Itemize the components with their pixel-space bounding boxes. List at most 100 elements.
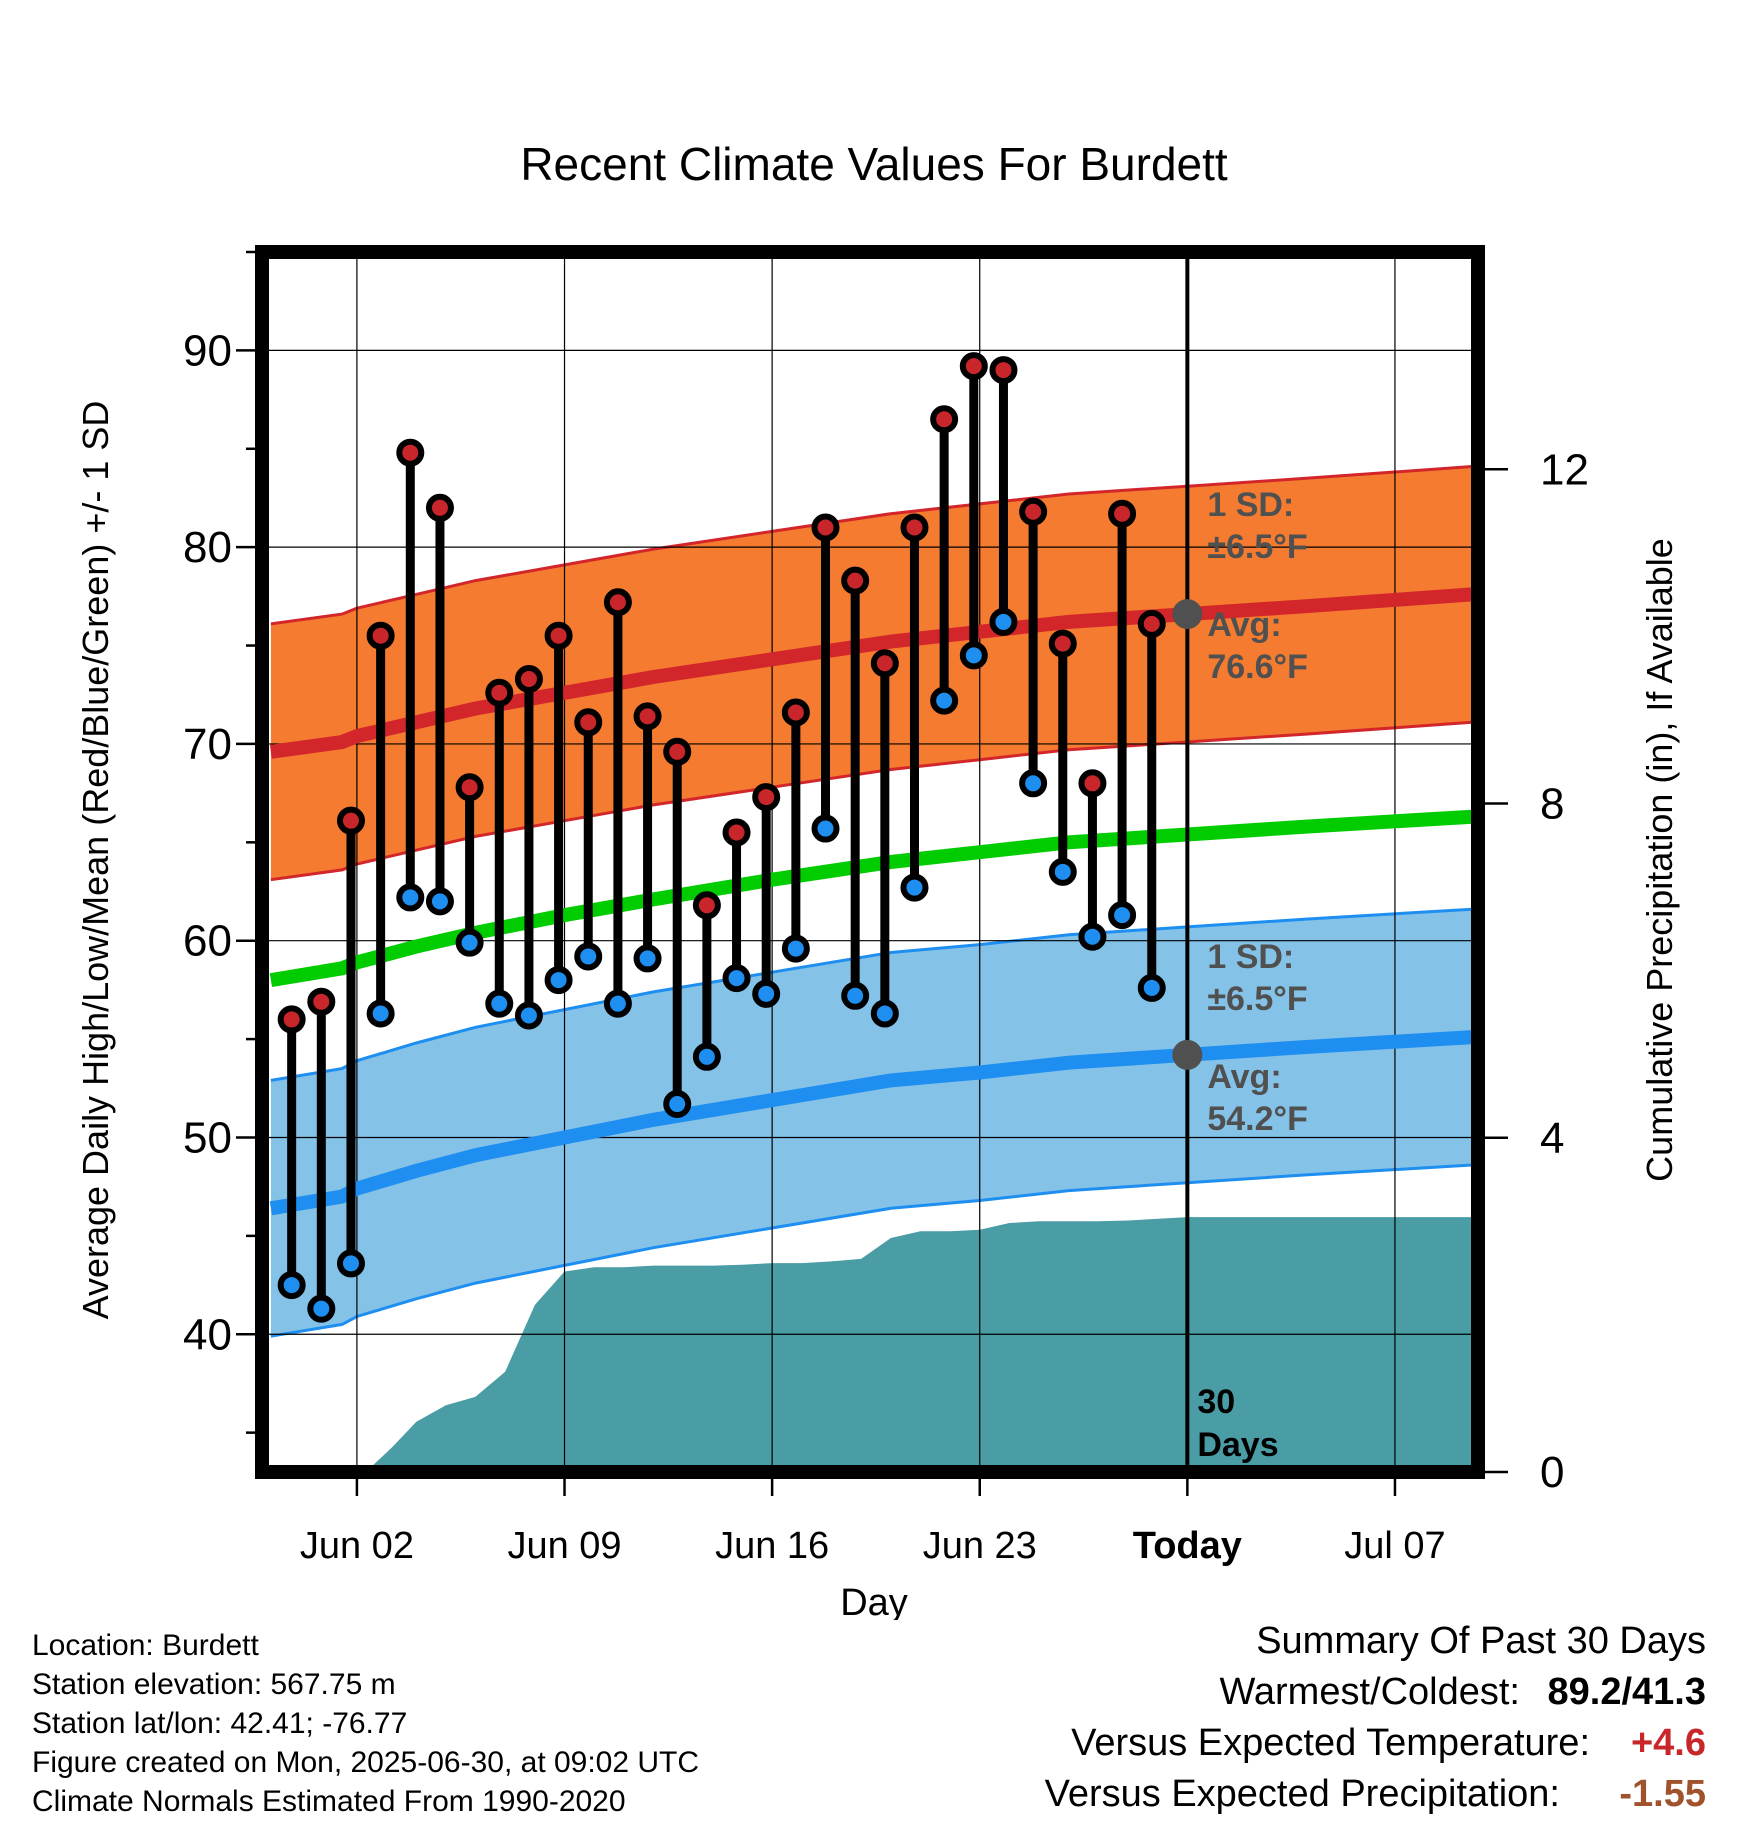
observed-low-point [366, 999, 395, 1028]
y2-tick-label: 12 [1540, 445, 1589, 494]
y-tick-label: 70 [183, 720, 232, 769]
observed-high-point [277, 1005, 306, 1034]
y-tick-label: 60 [183, 917, 232, 966]
observed-high-point [574, 708, 603, 737]
observed-high-point [900, 513, 929, 542]
normals-text: Climate Normals Estimated From 1990-2020 [32, 1785, 626, 1818]
summary-precipitation: Versus Expected Precipitation: -1.55 [1045, 1769, 1706, 1820]
warm-cold-value: 89.2/41.3 [1547, 1671, 1706, 1713]
today-days-label: 30 [1197, 1383, 1235, 1421]
climate-chart: Recent Climate Values For Burdett 1 SD: ±… [75, 138, 1680, 1620]
created-text: Figure created on Mon, 2025-06-30, at 09… [32, 1746, 700, 1779]
x-tick-label: Jun 02 [300, 1525, 414, 1567]
observed-low-point [1108, 901, 1137, 930]
observed-low-point [1137, 973, 1166, 1002]
summary-panel: Summary Of Past 30 Days Warmest/Coldest:… [1045, 1616, 1706, 1820]
station-info: Location: Burdett Station elevation: 567… [32, 1626, 699, 1821]
observed-low-point [425, 887, 454, 916]
normal-high-line [269, 587, 1473, 759]
observed-low-point [781, 934, 810, 963]
observed-high-point [959, 352, 988, 381]
high-sd-value: ±6.5°F [1207, 528, 1307, 566]
observed-low-point [603, 989, 632, 1018]
observed-low-point [633, 944, 662, 973]
today-high-avg-marker [1172, 599, 1203, 630]
observed-low-point [396, 883, 425, 912]
observed-high-point [841, 566, 870, 595]
observed-high-point [544, 621, 573, 650]
y2-tick-label: 4 [1540, 1114, 1564, 1163]
temp-label: Versus Expected Temperature: [1071, 1722, 1590, 1764]
observed-high-point [1137, 609, 1166, 638]
summary-temperature: Versus Expected Temperature: +4.6 [1045, 1718, 1706, 1769]
observed-low-point [544, 966, 573, 995]
low-band [270, 909, 1473, 1337]
y-tick-label: 50 [183, 1113, 232, 1162]
x-tick-label: Jul 07 [1344, 1525, 1445, 1567]
observed-low-point [811, 814, 840, 843]
observed-high-point [336, 806, 365, 835]
y-tick-label: 80 [183, 523, 232, 572]
warm-cold-label: Warmest/Coldest: [1219, 1671, 1520, 1713]
observed-low-point [307, 1294, 336, 1323]
observed-high-point [455, 773, 484, 802]
high-avg-label: Avg: [1207, 606, 1281, 644]
today-low-avg-marker [1172, 1039, 1203, 1070]
observed-low-point [574, 942, 603, 971]
observed-low-point [692, 1042, 721, 1071]
observed-high-point [752, 783, 781, 812]
observed-low-point [900, 873, 929, 902]
observed-low-point [959, 641, 988, 670]
high-sd-label: 1 SD: [1207, 486, 1294, 524]
y-axis-label: Average Daily High/Low/Mean (Red/Blue/Gr… [75, 401, 116, 1320]
observed-low-point [485, 989, 514, 1018]
x-axis-label: Day [840, 1582, 908, 1620]
observed-low-point [841, 981, 870, 1010]
plot-inner [262, 252, 1478, 1472]
y-tick-label: 90 [183, 326, 232, 375]
precip-label: Versus Expected Precipitation: [1044, 1773, 1560, 1815]
high-band [270, 466, 1473, 880]
latlon-text: Station lat/lon: 42.41; -76.77 [32, 1707, 408, 1740]
low-avg-value: 54.2°F [1207, 1100, 1308, 1138]
observed-high-point [1019, 497, 1048, 526]
x-tick-label: Jun 09 [507, 1525, 621, 1567]
observed-low-point [1019, 769, 1048, 798]
observed-low-point [514, 1001, 543, 1030]
observed-high-point [1048, 629, 1077, 658]
plot-frame [255, 245, 1485, 1479]
low-band-lower [270, 1163, 1473, 1338]
observed-high-point [811, 513, 840, 542]
normal-low-line [269, 1030, 1473, 1216]
observed-high-point [930, 405, 959, 434]
observed-high-point [396, 438, 425, 467]
observed-low-point [989, 607, 1018, 636]
y2-tick-label: 8 [1540, 780, 1564, 829]
low-sd-value: ±6.5°F [1207, 980, 1307, 1018]
observed-low-point [870, 999, 899, 1028]
observed-low-point [722, 964, 751, 993]
observed-low-point [663, 1090, 692, 1119]
observed-low-point [1078, 922, 1107, 951]
summary-title: Summary Of Past 30 Days [1256, 1620, 1706, 1662]
y2-axis-label: Cumulative Precipitation (in), If Availa… [1639, 538, 1680, 1182]
observed-high-point [663, 737, 692, 766]
observed-high-point [514, 665, 543, 693]
observed-high-point [307, 987, 336, 1016]
location-text: Location: Burdett [32, 1629, 259, 1662]
observed-high-point [603, 588, 632, 617]
observed-high-point [1078, 769, 1107, 798]
summary-warm-cold: Warmest/Coldest: 89.2/41.3 [1045, 1667, 1706, 1718]
precip-area [365, 1217, 1473, 1472]
observed-high-point [633, 702, 662, 731]
observed-high-point [1108, 499, 1137, 528]
observed-high-point [485, 678, 514, 707]
temp-value: +4.6 [1630, 1722, 1706, 1764]
high-avg-value: 76.6°F [1207, 648, 1308, 686]
y-tick-label: 40 [183, 1310, 232, 1359]
observed-low-point [930, 686, 959, 715]
observed-high-point [692, 891, 721, 920]
low-avg-label: Avg: [1207, 1058, 1281, 1096]
normal-mean-line [269, 809, 1473, 988]
precip-value: -1.55 [1619, 1773, 1706, 1815]
